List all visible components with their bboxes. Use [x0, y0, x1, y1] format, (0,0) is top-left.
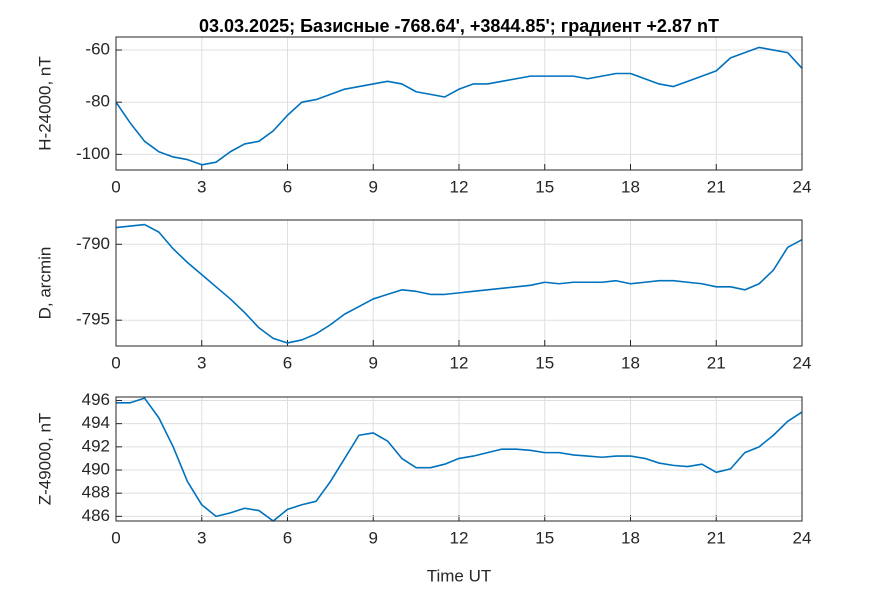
x-tick-label: 12 — [450, 177, 469, 196]
x-tick-label: 9 — [369, 528, 378, 547]
y-axis-label: Z-49000, nT — [35, 413, 54, 506]
y-axis-label: D, arcmin — [35, 247, 54, 320]
x-tick-label: 6 — [283, 353, 292, 372]
y-tick-label: -60 — [85, 40, 110, 59]
x-tick-label: 15 — [535, 177, 554, 196]
x-tick-label: 6 — [283, 177, 292, 196]
y-tick-label: -790 — [76, 234, 110, 253]
x-tick-label: 3 — [197, 353, 206, 372]
x-tick-label: 12 — [450, 353, 469, 372]
chart-title: 03.03.2025; Базисные -768.64', +3844.85'… — [199, 16, 719, 36]
x-tick-label: 24 — [793, 353, 812, 372]
x-tick-label: 9 — [369, 177, 378, 196]
x-tick-label: 3 — [197, 528, 206, 547]
x-tick-label: 24 — [793, 177, 812, 196]
y-tick-label: -795 — [76, 310, 110, 329]
x-tick-label: 15 — [535, 353, 554, 372]
x-tick-label: 6 — [283, 528, 292, 547]
axes-box — [115, 396, 803, 522]
axes-box — [115, 219, 803, 347]
y-tick-label: -80 — [85, 92, 110, 111]
x-tick-label: 21 — [707, 353, 726, 372]
x-tick-label: 3 — [197, 177, 206, 196]
x-tick-label: 0 — [111, 353, 120, 372]
y-tick-label: 492 — [82, 436, 110, 455]
y-tick-label: -100 — [76, 144, 110, 163]
x-tick-label: 0 — [111, 528, 120, 547]
x-tick-label: 18 — [621, 177, 640, 196]
x-tick-label: 24 — [793, 528, 812, 547]
data-line — [115, 223, 803, 344]
data-line — [115, 46, 803, 166]
x-tick-label: 12 — [450, 528, 469, 547]
x-tick-label: 18 — [621, 353, 640, 372]
x-tick-label: 18 — [621, 528, 640, 547]
y-tick-label: 490 — [82, 459, 110, 478]
data-line — [116, 397, 803, 522]
x-tick-label: 21 — [707, 177, 726, 196]
y-tick-label: 486 — [82, 506, 110, 525]
x-tick-label: 21 — [707, 528, 726, 547]
x-tick-label: 0 — [111, 177, 120, 196]
axes-box — [115, 36, 803, 171]
y-tick-label: 494 — [82, 413, 110, 432]
y-tick-label: 488 — [82, 483, 110, 502]
y-tick-label: 496 — [82, 390, 110, 409]
x-tick-label: 15 — [535, 528, 554, 547]
x-tick-label: 9 — [369, 353, 378, 372]
y-axis-label: H-24000, nT — [35, 56, 54, 151]
x-axis-label: Time UT — [427, 566, 492, 585]
